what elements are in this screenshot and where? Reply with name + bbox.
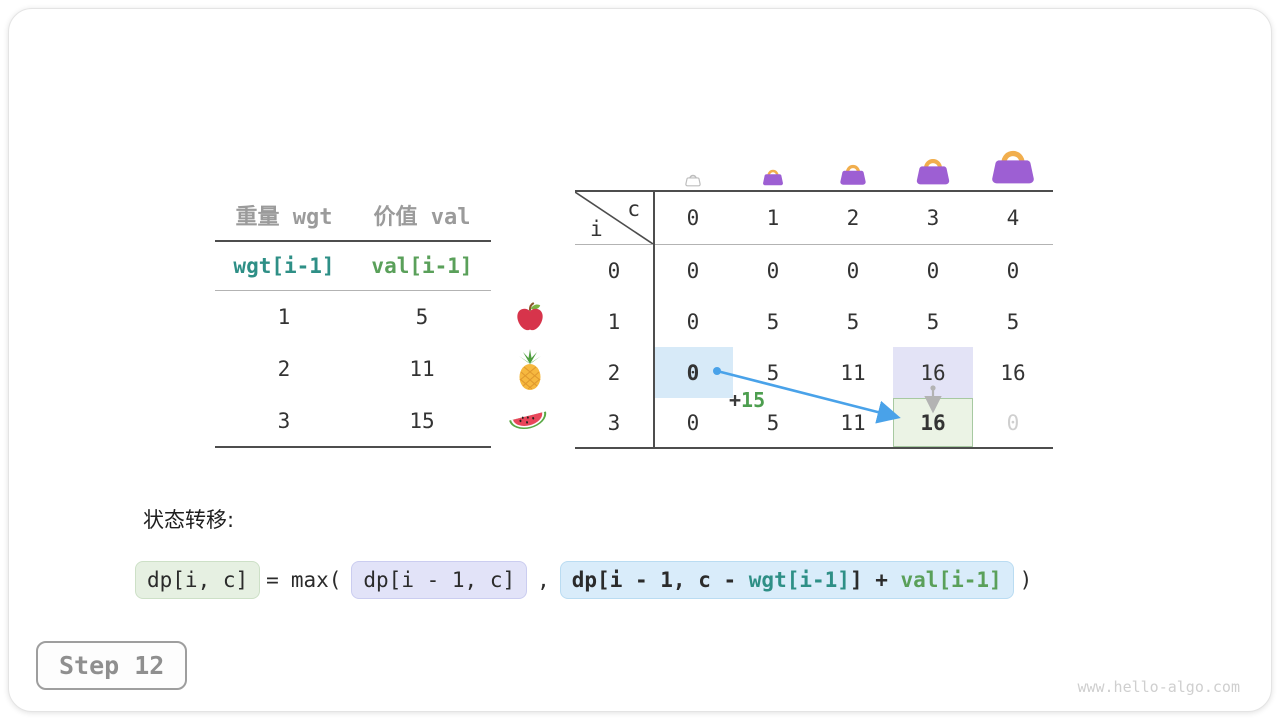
transition-gain-annotation: +15 [729,388,765,412]
formula-option1: dp[i - 1, c] [351,561,528,599]
pineapple-icon [515,349,545,395]
dp-cell-1-0: 0 [686,309,700,334]
comma: , [537,568,550,592]
dp-cell-0-3: 0 [926,258,940,283]
dp-cell-0-0: 0 [686,258,700,283]
items-table: 重量 wgt 价值 val wgt[i-1] val[i-1] 1 5 2 11… [215,190,491,448]
max-open: max( [290,568,342,592]
option2-val-term: val[i-1] [900,568,1002,592]
item3-weight: 3 [277,408,291,433]
row-axis-label: i [590,217,603,241]
dp-cell-0-4: 0 [1006,258,1020,283]
dp-cell-3-1: 5 [766,410,780,435]
row-header-1: 1 [607,309,621,334]
item-row-1: 1 5 [215,291,491,343]
row-header-2: 2 [607,360,621,385]
dp-cell-0-2: 0 [846,258,860,283]
dp-row-0: 0 0 0 0 0 0 [575,245,1053,296]
bag-medium-icon [839,160,867,191]
dp-cell-3-0: 0 [686,410,700,435]
items-table-header: 重量 wgt 价值 val [215,190,491,240]
col-header-3: 3 [926,206,940,230]
divider [575,244,1053,245]
transition-heading: 状态转移: [143,508,235,532]
dp-cell-3-2: 11 [840,410,866,435]
col-axis-label: c [627,197,640,221]
dp-cell-3-4: 0 [1006,410,1020,435]
divider [215,290,491,291]
watermark: www.hello-algo.com [1077,678,1240,696]
dp-row-3: 3 0 5 11 16 0 [575,398,1053,447]
dp-axis-corner: c i [575,192,653,244]
col-header-0: 0 [686,206,700,230]
dp-cell-3-3: 16 [920,410,946,435]
dp-cell-2-4: 16 [1000,360,1026,385]
dp-row-2: 2 0 5 11 16 16 [575,347,1053,398]
gain-value: 15 [741,388,766,412]
dp-row-1: 1 0 5 5 5 5 [575,296,1053,347]
dp-cell-1-2: 5 [846,309,860,334]
equals-sign: = [266,568,279,592]
dp-cell-0-1: 0 [766,258,780,283]
item3-value: 15 [409,408,435,433]
item2-value: 11 [409,357,435,381]
wgt-array-label: wgt[i-1] [233,254,335,278]
bag-xlarge-icon [990,143,1036,191]
dp-table-vertical-rule [653,190,655,447]
divider [575,447,1053,449]
dp-cell-2-0: 0 [686,360,700,385]
plus-sign: + [729,388,742,412]
dp-cell-1-3: 5 [926,309,940,334]
option2-prefix: dp[i - 1, c - [571,568,749,592]
col-header-2: 2 [846,206,860,230]
dp-table: c i 0 1 2 3 4 0 0 0 0 0 0 1 0 5 [575,190,1053,449]
item1-value: 5 [415,305,429,329]
weight-column-header: 重量 wgt [235,205,333,230]
item2-weight: 2 [277,357,291,381]
row-header-3: 3 [607,410,621,435]
value-column-header: 价值 val [373,205,471,230]
bag-empty-icon [685,172,701,191]
close-paren: ) [1019,568,1033,592]
transition-formula: dp[i, c] = max( dp[i - 1, c] , dp[i - 1,… [135,561,1038,599]
divider [215,240,491,242]
bag-small-icon [762,166,784,191]
dp-cell-2-3: 16 [920,360,946,385]
option2-wgt-term: wgt[i-1] [748,568,850,592]
row-header-0: 0 [607,258,621,283]
item1-weight: 1 [277,305,291,329]
step-badge: Step 12 [36,641,188,690]
col-header-1: 1 [766,206,780,230]
item-row-2: 2 11 [215,343,491,395]
dp-cell-2-2: 11 [840,360,866,385]
formula-option2: dp[i - 1, c - wgt[i-1]] + val[i-1] [559,561,1014,599]
dp-cell-2-1: 5 [766,360,780,385]
dp-cell-1-4: 5 [1006,309,1020,334]
dp-header-row: c i 0 1 2 3 4 [575,192,1053,244]
dp-cell-1-1: 5 [766,309,780,334]
item-row-3: 3 15 [215,395,491,446]
watermelon-icon [508,403,548,441]
col-header-4: 4 [1006,206,1020,230]
items-table-subheader: wgt[i-1] val[i-1] [215,242,491,290]
option2-mid: ] + [849,568,901,592]
divider [215,446,491,448]
bag-large-icon [915,153,951,191]
divider [575,190,1053,192]
apple-icon [514,301,546,337]
formula-lhs: dp[i, c] [135,561,261,599]
val-array-label: val[i-1] [371,254,473,278]
